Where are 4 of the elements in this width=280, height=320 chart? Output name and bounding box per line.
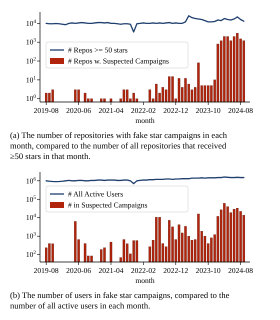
line-series	[46, 15, 244, 33]
text: (b) The number of users in fake star campaigns, compared to the number of all active users in each month.	[10, 290, 230, 310]
text: (a) The number of repositories with fake star campaigns in each month, compared to the number of all repositories that received ≥50 stars in that month.	[10, 130, 228, 161]
line-series	[46, 176, 244, 184]
